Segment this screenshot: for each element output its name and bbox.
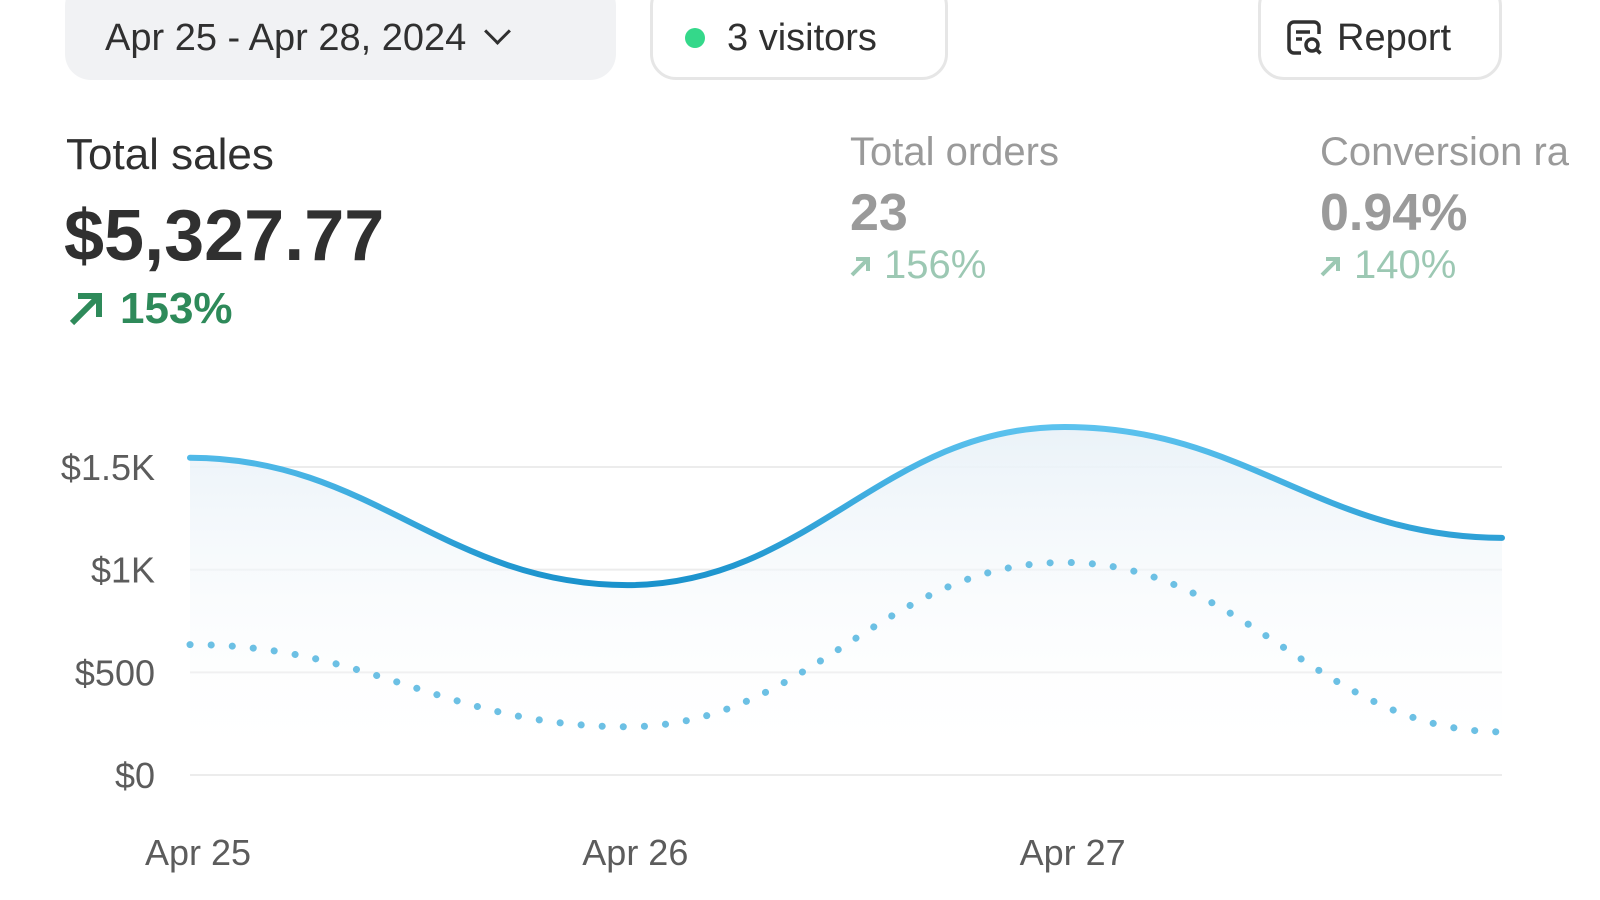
conversion-rate-delta: 140% bbox=[1318, 243, 1456, 288]
total-sales-value: $5,327.77 bbox=[64, 196, 385, 276]
y-tick-label: $1K bbox=[91, 550, 155, 591]
x-tick-label: Apr 26 bbox=[582, 832, 688, 873]
x-tick-label: Apr 25 bbox=[145, 832, 251, 873]
report-label: Report bbox=[1337, 16, 1452, 59]
series-line-current bbox=[187, 423, 1505, 589]
date-range-label: Apr 25 - Apr 28, 2024 bbox=[105, 16, 467, 59]
total-sales-delta: 153% bbox=[66, 284, 233, 334]
series-area bbox=[190, 426, 1502, 775]
visitors-label: 3 visitors bbox=[727, 16, 877, 59]
arrow-up-right-icon bbox=[850, 256, 870, 276]
x-tick-label: Apr 27 bbox=[1020, 832, 1126, 873]
y-tick-label: $500 bbox=[75, 652, 155, 693]
total-orders-value: 23 bbox=[850, 184, 908, 242]
total-orders-label: Total orders bbox=[850, 130, 1059, 174]
total-sales-label: Total sales bbox=[66, 130, 274, 179]
date-range-picker[interactable]: Apr 25 - Apr 28, 2024 bbox=[65, 0, 616, 80]
total-orders-delta-value: 156% bbox=[884, 243, 987, 287]
live-visitors-button[interactable]: 3 visitors bbox=[650, 0, 948, 80]
total-sales-delta-value: 153% bbox=[120, 284, 233, 333]
conversion-rate-label: Conversion ra bbox=[1320, 130, 1570, 174]
report-button[interactable]: Report bbox=[1258, 0, 1502, 80]
arrow-up-right-icon bbox=[69, 293, 102, 326]
live-status-dot-icon bbox=[685, 28, 705, 48]
conversion-rate-value: 0.94% bbox=[1320, 184, 1468, 242]
arrow-up-right-icon bbox=[1320, 256, 1340, 276]
report-search-icon bbox=[1287, 20, 1322, 55]
total-orders-delta: 156% bbox=[848, 243, 986, 288]
conversion-rate-delta-value: 140% bbox=[1354, 243, 1457, 287]
y-tick-label: $0 bbox=[115, 755, 155, 796]
y-tick-label: $1.5K bbox=[61, 447, 155, 488]
